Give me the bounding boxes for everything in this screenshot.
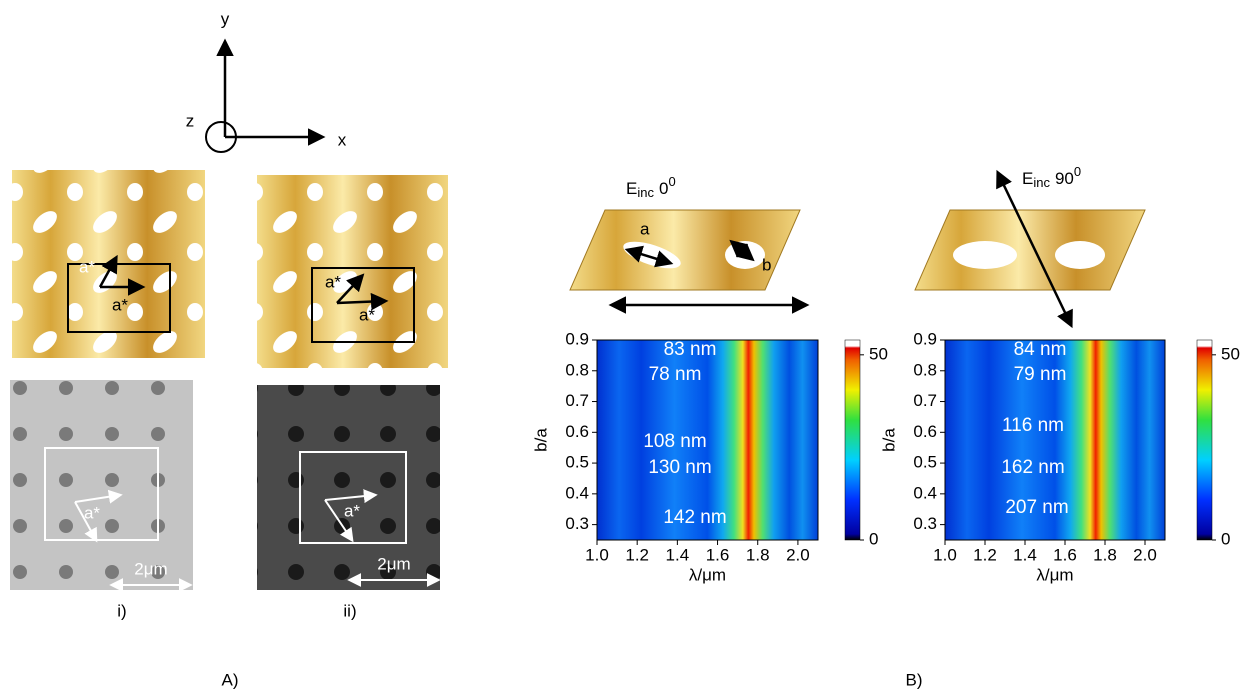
gold-pattern-ii: a* a* [257,175,448,368]
x-tick-label: 1.2 [625,545,649,564]
axes-glyph: y x z [186,9,347,152]
y-tick-label: 0.7 [565,391,589,410]
gold-pattern-i: a* a* [12,170,205,358]
y-tick-label: 0.4 [913,483,937,502]
x-tick-label: 1.0 [933,545,957,564]
y-axis-label: b/a [879,428,898,452]
annotation: 108 nm [643,431,706,452]
y-tick-label: 0.9 [913,329,937,348]
x-tick-label: 2.0 [786,545,810,564]
field-subscript: inc [637,185,654,200]
colorbar-tick-label: 50 [869,344,888,363]
panel-label: B) [906,670,923,689]
y-tick-label: 0.9 [565,329,589,348]
x-tick-label: 1.2 [973,545,997,564]
field-label: Einc 00 [626,174,676,200]
field-symbol: E [626,179,637,198]
y-tick-label: 0.6 [565,422,589,441]
y-tick-label: 0.7 [913,391,937,410]
x-axis-label: λ/μm [689,565,726,584]
colorbar-tick-label: 0 [1221,529,1230,548]
field-label: Einc 900 [1022,164,1081,190]
sem-image-i: a* 2μm [10,380,193,590]
caption: i) [117,601,126,620]
y-tick-label: 0.5 [913,453,937,472]
annotation: 207 nm [1005,497,1068,518]
schematic-label: a [640,219,650,238]
field-symbol: E [1022,169,1033,188]
annotation: 162 nm [1001,457,1064,478]
scale-bar-label: 2μm [134,559,167,578]
axis-x-label: x [338,130,347,149]
x-tick-label: 1.4 [666,545,690,564]
axis-y-label: y [221,9,230,28]
annotation: 84 nm [1014,339,1067,360]
field-degree: 0 [1074,164,1081,179]
y-tick-label: 0.3 [565,514,589,533]
panel-label: A) [222,670,239,689]
field-degree: 0 [668,174,675,189]
x-axis-label: λ/μm [1036,565,1073,584]
annotation: 83 nm [664,339,717,360]
y-axis-label: b/a [531,428,550,452]
y-tick-label: 0.8 [565,360,589,379]
field-subscript: inc [1033,175,1050,190]
caption: ii) [343,601,356,620]
vector-label: a* [325,272,341,291]
x-tick-label: 1.8 [1093,545,1117,564]
vector-label: a* [79,257,95,276]
x-tick-label: 1.8 [746,545,770,564]
vector-label: a* [84,503,100,522]
colorbar-tick-label: 0 [869,529,878,548]
axis-z-label: z [186,111,195,130]
schematic-label: b [762,255,771,274]
colorbar-tick-label: 50 [1221,344,1240,363]
y-tick-label: 0.4 [565,483,589,502]
sem-image-ii: a* 2μm [257,385,440,590]
x-tick-label: 1.6 [706,545,730,564]
y-tick-label: 0.3 [913,514,937,533]
annotation: 142 nm [663,507,726,528]
x-tick-label: 1.4 [1013,545,1037,564]
figure: y x z a* a* a* a* a* 2μm a* 2μm i) ii) A… [0,0,1250,694]
x-tick-label: 1.6 [1053,545,1077,564]
field-angle: 0 [659,179,668,198]
y-tick-label: 0.5 [565,453,589,472]
annotation: 130 nm [648,457,711,478]
x-tick-label: 1.0 [585,545,609,564]
y-tick-label: 0.6 [913,422,937,441]
annotation: 78 nm [649,364,702,385]
vector-label: a* [359,305,375,324]
colorbar [845,340,860,540]
y-tick-label: 0.8 [913,360,937,379]
annotation: 116 nm [1002,415,1064,436]
vector-label: a* [112,295,128,314]
x-tick-label: 2.0 [1133,545,1157,564]
field-angle: 90 [1055,169,1074,188]
vector-label: a* [344,501,360,520]
annotation: 79 nm [1014,364,1067,385]
colorbar [1197,340,1212,540]
scale-bar-label: 2μm [377,554,410,573]
